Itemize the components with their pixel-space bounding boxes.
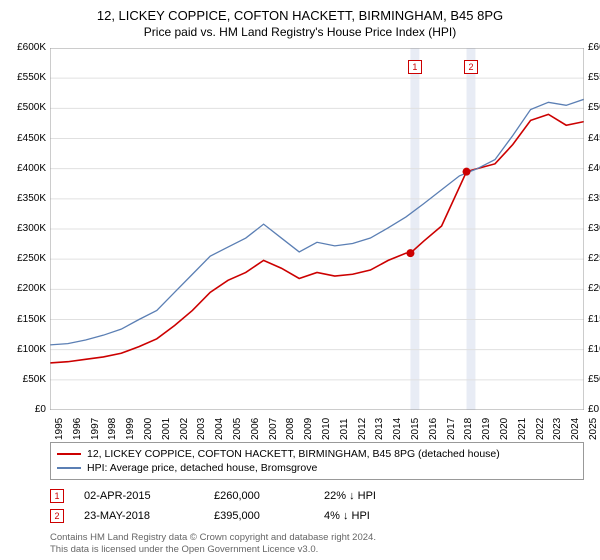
legend-swatch xyxy=(57,453,81,455)
x-tick-label: 2013 xyxy=(374,418,385,440)
title-line2: Price paid vs. HM Land Registry's House … xyxy=(10,25,590,39)
x-tick-label: 1995 xyxy=(54,418,65,440)
x-tick-label: 1998 xyxy=(107,418,118,440)
y-tick-label-right: £300K xyxy=(588,223,600,234)
y-tick-label-right: £50K xyxy=(588,374,600,385)
y-tick-label-right: £500K xyxy=(588,102,600,113)
x-tick-label: 2011 xyxy=(339,418,350,440)
y-tick-label-right: £600K xyxy=(588,42,600,53)
y-tick-label-left: £250K xyxy=(6,253,46,264)
y-tick-label-right: £450K xyxy=(588,133,600,144)
sale-row: 1 02-APR-2015 £260,000 22% ↓ HPI xyxy=(50,486,584,506)
x-tick-label: 2022 xyxy=(535,418,546,440)
x-tick-label: 2004 xyxy=(214,418,225,440)
x-tick-label: 2016 xyxy=(428,418,439,440)
y-tick-label-left: £450K xyxy=(6,133,46,144)
legend-swatch xyxy=(57,467,81,469)
x-tick-label: 1996 xyxy=(72,418,83,440)
x-tick-label: 2021 xyxy=(517,418,528,440)
sale-price: £260,000 xyxy=(214,490,304,502)
x-tick-label: 2009 xyxy=(303,418,314,440)
x-tick-label: 2008 xyxy=(285,418,296,440)
x-tick-label: 2006 xyxy=(250,418,261,440)
sale-row-marker: 1 xyxy=(50,489,64,503)
sale-date: 02-APR-2015 xyxy=(84,490,194,502)
x-tick-label: 2007 xyxy=(268,418,279,440)
y-tick-label-right: £250K xyxy=(588,253,600,264)
x-tick-label: 2002 xyxy=(179,418,190,440)
y-tick-label-left: £600K xyxy=(6,42,46,53)
footer-line1: Contains HM Land Registry data © Crown c… xyxy=(50,532,376,544)
chart-area: £0£0£50K£50K£100K£100K£150K£150K£200K£20… xyxy=(50,48,584,410)
legend-label: HPI: Average price, detached house, Brom… xyxy=(87,462,317,474)
y-tick-label-left: £50K xyxy=(6,374,46,385)
y-tick-label-left: £300K xyxy=(6,223,46,234)
x-tick-label: 2019 xyxy=(481,418,492,440)
sale-price: £395,000 xyxy=(214,510,304,522)
y-tick-label-right: £100K xyxy=(588,344,600,355)
y-tick-label-left: £400K xyxy=(6,163,46,174)
sale-row: 2 23-MAY-2018 £395,000 4% ↓ HPI xyxy=(50,506,584,526)
y-tick-label-right: £400K xyxy=(588,163,600,174)
x-tick-label: 2015 xyxy=(410,418,421,440)
sale-row-marker: 2 xyxy=(50,509,64,523)
x-tick-label: 1999 xyxy=(125,418,136,440)
y-tick-label-right: £150K xyxy=(588,314,600,325)
y-tick-label-left: £350K xyxy=(6,193,46,204)
x-tick-label: 2017 xyxy=(446,418,457,440)
y-tick-label-left: £550K xyxy=(6,72,46,83)
y-tick-label-left: £200K xyxy=(6,283,46,294)
y-tick-label-right: £350K xyxy=(588,193,600,204)
title-block: 12, LICKEY COPPICE, COFTON HACKETT, BIRM… xyxy=(0,0,600,43)
plot-svg xyxy=(50,48,584,410)
x-tick-label: 2005 xyxy=(232,418,243,440)
sale-date: 23-MAY-2018 xyxy=(84,510,194,522)
x-tick-label: 2012 xyxy=(357,418,368,440)
y-tick-label-right: £0 xyxy=(588,404,600,415)
footer-line2: This data is licensed under the Open Gov… xyxy=(50,544,376,556)
y-tick-label-left: £100K xyxy=(6,344,46,355)
legend-row: 12, LICKEY COPPICE, COFTON HACKETT, BIRM… xyxy=(57,447,577,461)
sale-marker-box: 1 xyxy=(408,60,422,74)
footer: Contains HM Land Registry data © Crown c… xyxy=(50,532,376,556)
x-tick-label: 1997 xyxy=(90,418,101,440)
y-tick-label-right: £200K xyxy=(588,283,600,294)
sale-marker-box: 2 xyxy=(464,60,478,74)
y-tick-label-left: £500K xyxy=(6,102,46,113)
title-line1: 12, LICKEY COPPICE, COFTON HACKETT, BIRM… xyxy=(10,8,590,23)
x-tick-label: 2024 xyxy=(570,418,581,440)
x-tick-label: 2003 xyxy=(196,418,207,440)
y-tick-label-right: £550K xyxy=(588,72,600,83)
legend: 12, LICKEY COPPICE, COFTON HACKETT, BIRM… xyxy=(50,442,584,480)
x-tick-label: 2014 xyxy=(392,418,403,440)
x-tick-label: 2023 xyxy=(552,418,563,440)
x-tick-label: 2025 xyxy=(588,418,599,440)
sale-rows: 1 02-APR-2015 £260,000 22% ↓ HPI 2 23-MAY-201… xyxy=(50,486,584,526)
sale-delta: 22% ↓ HPI xyxy=(324,490,376,502)
x-tick-label: 2010 xyxy=(321,418,332,440)
legend-row: HPI: Average price, detached house, Brom… xyxy=(57,461,577,475)
chart-container: 12, LICKEY COPPICE, COFTON HACKETT, BIRM… xyxy=(0,0,600,560)
x-tick-label: 2018 xyxy=(463,418,474,440)
y-tick-label-left: £150K xyxy=(6,314,46,325)
y-tick-label-left: £0 xyxy=(6,404,46,415)
legend-label: 12, LICKEY COPPICE, COFTON HACKETT, BIRM… xyxy=(87,448,500,460)
x-tick-label: 2000 xyxy=(143,418,154,440)
sale-delta: 4% ↓ HPI xyxy=(324,510,370,522)
x-tick-label: 2001 xyxy=(161,418,172,440)
x-tick-label: 2020 xyxy=(499,418,510,440)
